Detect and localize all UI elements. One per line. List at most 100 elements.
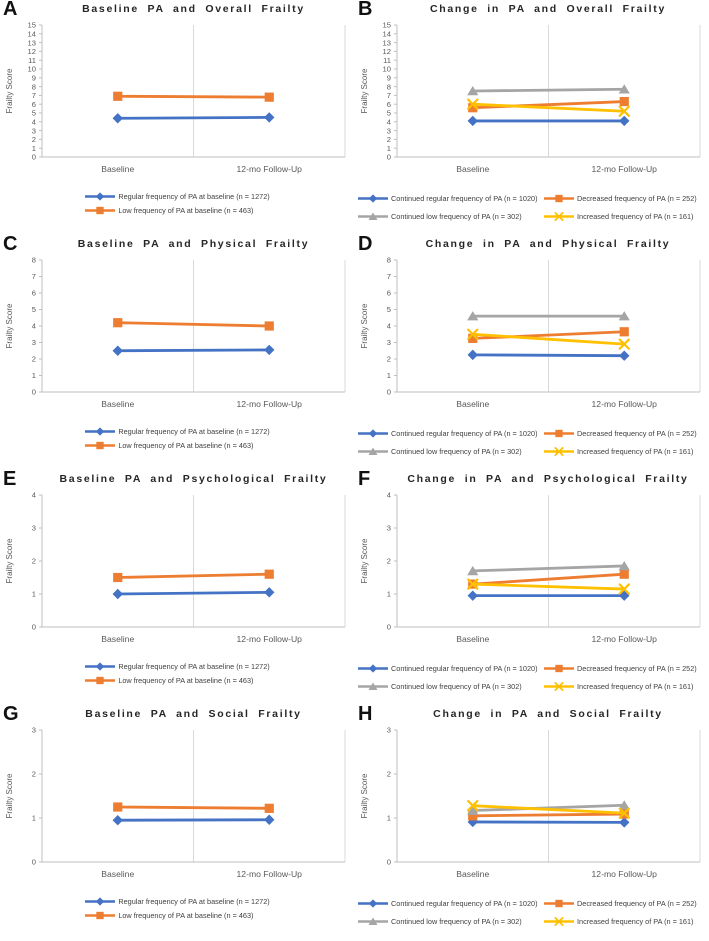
chart-legend: Continued regular frequency of PA (n = 1… xyxy=(355,428,709,457)
chart-title: Baseline PA and Social Frailty xyxy=(85,708,302,720)
svg-text:Baseline: Baseline xyxy=(456,869,489,879)
triangle-legend-marker-icon xyxy=(358,447,388,455)
legend-item: Increased frequency of PA (n = 161) xyxy=(544,446,709,457)
panel-letter: D xyxy=(358,235,373,255)
svg-text:Frailty Score: Frailty Score xyxy=(5,303,14,348)
legend-item: Continued regular frequency of PA (n = 1… xyxy=(358,193,544,204)
svg-text:5: 5 xyxy=(387,109,391,118)
diamond-legend-marker-icon xyxy=(85,192,116,201)
chart-legend: Regular frequency of PA at baseline (n =… xyxy=(85,426,270,451)
legend-label: Regular frequency of PA at baseline (n =… xyxy=(118,427,270,436)
svg-text:10: 10 xyxy=(28,65,36,74)
svg-text:9: 9 xyxy=(32,74,36,83)
svg-text:0: 0 xyxy=(32,623,36,632)
svg-text:6: 6 xyxy=(387,289,391,298)
legend-item: Continued low frequency of PA (n = 302) xyxy=(358,681,544,692)
diamond-legend-marker-icon xyxy=(85,897,116,906)
svg-text:9: 9 xyxy=(387,74,391,83)
svg-text:5: 5 xyxy=(32,109,36,118)
svg-text:13: 13 xyxy=(28,38,36,47)
svg-text:14: 14 xyxy=(28,30,36,39)
square-legend-marker-icon xyxy=(544,194,574,203)
svg-text:7: 7 xyxy=(32,272,36,281)
square-legend-marker-icon xyxy=(85,676,116,685)
svg-text:0: 0 xyxy=(387,858,391,867)
svg-text:12-mo Follow-Up: 12-mo Follow-Up xyxy=(237,164,303,174)
svg-text:Frailty Score: Frailty Score xyxy=(5,68,14,113)
chart-legend: Regular frequency of PA at baseline (n =… xyxy=(85,661,270,686)
svg-text:Frailty Score: Frailty Score xyxy=(5,773,14,818)
legend-item: Increased frequency of PA (n = 161) xyxy=(544,916,709,927)
svg-text:7: 7 xyxy=(387,272,391,281)
panel-h: H Change in PA and Social Frailty 0 1 2 3 Fr… xyxy=(355,705,709,940)
square-legend-marker-icon xyxy=(85,911,116,920)
svg-text:4: 4 xyxy=(387,491,391,500)
legend-label: Continued low frequency of PA (n = 302) xyxy=(391,917,522,926)
svg-text:12: 12 xyxy=(383,47,391,56)
legend-label: Continued low frequency of PA (n = 302) xyxy=(391,212,522,221)
svg-text:2: 2 xyxy=(32,557,36,566)
svg-text:1: 1 xyxy=(32,814,36,823)
legend-label: Continued regular frequency of PA (n = 1… xyxy=(391,194,538,203)
chart-legend: Continued regular frequency of PA (n = 1… xyxy=(355,663,709,692)
panel-c: C Baseline PA and Physical Frailty 0 1 2 3 4… xyxy=(0,235,355,470)
svg-text:12-mo Follow-Up: 12-mo Follow-Up xyxy=(237,634,303,644)
legend-label: Decreased frequency of PA (n = 252) xyxy=(577,899,697,908)
legend-label: Low frequency of PA at baseline (n = 463… xyxy=(118,676,254,685)
x-legend-marker-icon xyxy=(544,446,574,457)
panel-d: D Change in PA and Physical Frailty 0 1 2 3… xyxy=(355,235,709,470)
panel-letter: H xyxy=(358,705,373,725)
svg-text:5: 5 xyxy=(387,305,391,314)
svg-text:15: 15 xyxy=(383,21,391,30)
svg-text:Frailty Score: Frailty Score xyxy=(360,773,369,818)
legend-item: Increased frequency of PA (n = 161) xyxy=(544,211,709,222)
line-chart: 0 1 2 3 4 Frailty Score Baseline 12-mo Follow-U… xyxy=(5,491,346,644)
legend-item: Continued regular frequency of PA (n = 1… xyxy=(358,428,544,439)
svg-text:12-mo Follow-Up: 12-mo Follow-Up xyxy=(592,399,658,409)
svg-text:11: 11 xyxy=(383,56,391,65)
diamond-legend-marker-icon xyxy=(85,662,116,671)
legend-label: Continued regular frequency of PA (n = 1… xyxy=(391,429,538,438)
square-legend-marker-icon xyxy=(544,429,574,438)
line-chart: 0 1 2 3 Frailty Score Baseline 12-mo Follow-Up xyxy=(5,726,346,879)
triangle-legend-marker-icon xyxy=(358,212,388,220)
square-legend-marker-icon xyxy=(544,899,574,908)
legend-label: Continued low frequency of PA (n = 302) xyxy=(391,682,522,691)
legend-label: Increased frequency of PA (n = 161) xyxy=(577,212,694,221)
svg-text:8: 8 xyxy=(387,82,391,91)
legend-label: Low frequency of PA at baseline (n = 463… xyxy=(118,206,254,215)
legend-item: Continued low frequency of PA (n = 302) xyxy=(358,916,544,927)
panel-letter: G xyxy=(3,705,19,725)
panel-letter: F xyxy=(358,470,371,490)
chart-legend: Continued regular frequency of PA (n = 1… xyxy=(355,898,709,927)
line-chart: 0 1 2 3 4 5 6 7 8 Frailty Score Baseline 12-mo Foll… xyxy=(360,256,701,409)
chart-title: Change in PA and Psychological Frailty xyxy=(407,473,689,485)
legend-item: Regular frequency of PA at baseline (n =… xyxy=(85,426,270,437)
legend-item: Decreased frequency of PA (n = 252) xyxy=(544,663,709,674)
legend-item: Decreased frequency of PA (n = 252) xyxy=(544,428,709,439)
svg-text:4: 4 xyxy=(387,322,391,331)
chart-title: Change in PA and Overall Frailty xyxy=(429,3,667,15)
legend-label: Increased frequency of PA (n = 161) xyxy=(577,917,694,926)
legend-item: Low frequency of PA at baseline (n = 463… xyxy=(85,440,253,451)
diamond-legend-marker-icon xyxy=(358,429,388,438)
chart-title: Baseline PA and Physical Frailty xyxy=(77,238,310,250)
svg-text:2: 2 xyxy=(387,557,391,566)
chart-title: Change in PA and Physical Frailty xyxy=(425,238,671,250)
svg-text:Baseline: Baseline xyxy=(456,399,489,409)
svg-text:12-mo Follow-Up: 12-mo Follow-Up xyxy=(237,869,303,879)
legend-label: Low frequency of PA at baseline (n = 463… xyxy=(118,911,254,920)
panel-letter: E xyxy=(3,470,17,490)
chart-legend: Regular frequency of PA at baseline (n =… xyxy=(85,191,270,216)
svg-text:Baseline: Baseline xyxy=(101,869,134,879)
svg-text:1: 1 xyxy=(32,590,36,599)
legend-label: Regular frequency of PA at baseline (n =… xyxy=(118,897,270,906)
svg-text:Frailty Score: Frailty Score xyxy=(360,68,369,113)
svg-text:1: 1 xyxy=(387,371,391,380)
svg-text:4: 4 xyxy=(387,118,391,127)
legend-label: Continued regular frequency of PA (n = 1… xyxy=(391,899,538,908)
svg-text:8: 8 xyxy=(32,82,36,91)
square-legend-marker-icon xyxy=(544,664,574,673)
